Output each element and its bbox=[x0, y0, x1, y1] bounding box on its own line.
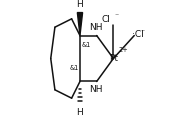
Text: H: H bbox=[77, 0, 83, 9]
Text: &1: &1 bbox=[70, 65, 79, 71]
Text: Cl: Cl bbox=[101, 15, 110, 24]
Text: Pt: Pt bbox=[109, 54, 118, 63]
Text: NH: NH bbox=[89, 85, 102, 94]
Text: H: H bbox=[77, 108, 83, 117]
Polygon shape bbox=[77, 13, 83, 36]
Text: 2+: 2+ bbox=[119, 47, 128, 53]
Text: ⁻: ⁻ bbox=[140, 27, 144, 36]
Text: &1: &1 bbox=[82, 42, 91, 48]
Text: ⁻: ⁻ bbox=[115, 11, 119, 20]
Text: NH: NH bbox=[89, 23, 102, 32]
Text: ·Cl: ·Cl bbox=[132, 30, 144, 39]
